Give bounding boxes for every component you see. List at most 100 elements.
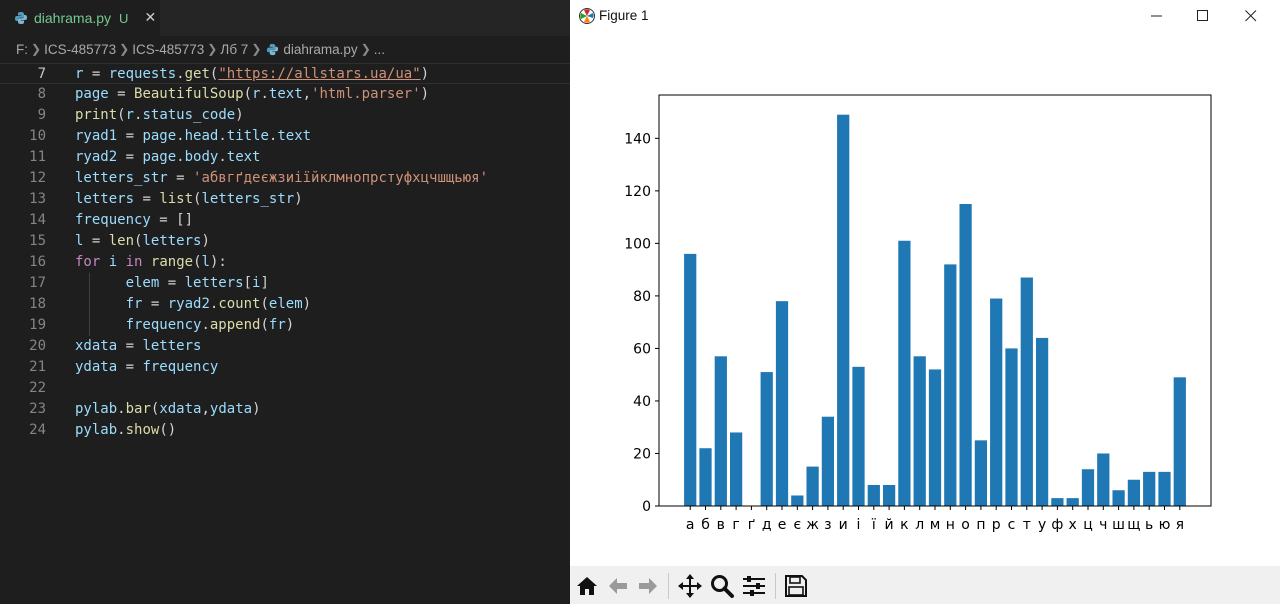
line-number: 15 bbox=[29, 233, 46, 249]
code-line[interactable]: 21 ydata = frequency bbox=[0, 357, 570, 378]
line-source: letters_str = 'абвгґдеєжзиіїйклмнопрстуф… bbox=[75, 168, 488, 189]
code-line[interactable]: 15 l = len(letters) bbox=[0, 231, 570, 252]
bar bbox=[1005, 348, 1018, 506]
breadcrumb-folder-3[interactable]: Лб 7 bbox=[220, 41, 249, 57]
code-line[interactable]: 16 for i in range(l): bbox=[0, 252, 570, 273]
code-line[interactable]: 24 pylab.show() bbox=[0, 420, 570, 441]
code-token: ( bbox=[260, 296, 269, 312]
code-line[interactable]: 13 letters = list(letters_str) bbox=[0, 189, 570, 210]
tab-close-icon[interactable]: ✕ bbox=[144, 10, 157, 26]
code-line[interactable]: 19 frequency.append(fr) bbox=[0, 315, 570, 336]
bar bbox=[1112, 490, 1125, 506]
code-line[interactable]: 22 bbox=[0, 378, 570, 399]
back-icon bbox=[609, 578, 627, 594]
line-number: 20 bbox=[29, 338, 46, 354]
code-token: ) bbox=[302, 296, 312, 312]
code-token: = bbox=[159, 275, 185, 291]
forward-button[interactable] bbox=[633, 571, 663, 601]
code-token: 'абвгґдеєжзиіїйклмнопрстуфхцчшщьюя' bbox=[193, 170, 489, 186]
pan-button[interactable] bbox=[675, 571, 705, 601]
code-line[interactable]: 8 page = BeautifulSoup(r.text,'html.parse… bbox=[0, 84, 570, 105]
chevron-right-icon: ❯ bbox=[251, 42, 262, 56]
code-line[interactable]: 23 pylab.bar(xdata,ydata) bbox=[0, 399, 570, 420]
bar bbox=[684, 253, 697, 506]
maximize-icon bbox=[1197, 10, 1208, 21]
x-tick-label: ґ bbox=[748, 517, 755, 533]
line-number: 13 bbox=[29, 191, 46, 207]
bar bbox=[882, 484, 896, 506]
bar bbox=[1143, 471, 1156, 506]
line-number: 24 bbox=[29, 422, 46, 438]
line-source: for i in range(l): bbox=[75, 252, 227, 273]
code-line[interactable]: 14 frequency = [] bbox=[0, 210, 570, 231]
code-token: . bbox=[117, 422, 126, 438]
configure-subplots-button[interactable] bbox=[739, 571, 769, 601]
code-line[interactable]: 18 fr = ryad2.count(elem) bbox=[0, 294, 570, 315]
breadcrumb-file[interactable]: diahrama.py bbox=[283, 41, 358, 57]
editor-tab-diahrama[interactable]: diahrama.py U ✕ bbox=[0, 0, 160, 36]
code-token: list bbox=[159, 191, 194, 207]
toolbar-separator bbox=[668, 573, 669, 599]
code-token: ] bbox=[260, 275, 269, 291]
x-tick-label: й bbox=[885, 517, 894, 533]
bar bbox=[928, 369, 942, 506]
x-tick-label: ц bbox=[1083, 517, 1093, 533]
save-button[interactable] bbox=[781, 571, 811, 601]
code-token: () bbox=[159, 422, 177, 438]
line-source: l = len(letters) bbox=[75, 231, 210, 252]
back-button[interactable] bbox=[603, 571, 633, 601]
forward-icon bbox=[639, 578, 657, 594]
line-source: letters = list(letters_str) bbox=[75, 189, 303, 210]
code-token: frequency bbox=[75, 212, 151, 228]
chevron-right-icon: ❯ bbox=[31, 42, 42, 56]
chevron-right-icon: ❯ bbox=[119, 42, 130, 56]
code-token: body bbox=[184, 149, 219, 165]
line-number: 17 bbox=[29, 275, 46, 291]
code-token: ) bbox=[294, 191, 303, 207]
code-token bbox=[75, 296, 126, 312]
line-source: ryad1 = page.head.title.text bbox=[75, 126, 311, 147]
window-titlebar[interactable]: Figure 1 bbox=[570, 0, 1280, 32]
code-token: show bbox=[125, 422, 160, 438]
code-line[interactable]: 11 ryad2 = page.body.text bbox=[0, 147, 570, 168]
breadcrumb-folder-1[interactable]: ICS-485773 bbox=[44, 41, 117, 57]
y-tick-label: 0 bbox=[642, 499, 651, 515]
code-token: , bbox=[302, 86, 312, 102]
zoom-button[interactable] bbox=[707, 571, 737, 601]
x-tick-label: ж bbox=[806, 517, 819, 533]
breadcrumb-folder-2[interactable]: ICS-485773 bbox=[132, 41, 205, 57]
code-token: page bbox=[75, 86, 109, 102]
code-line[interactable]: 7 r = requests.get("https://allstars.ua/u… bbox=[0, 63, 570, 84]
bar bbox=[791, 495, 804, 506]
code-token: r bbox=[75, 66, 84, 82]
bar bbox=[1020, 277, 1033, 506]
breadcrumb-symbols[interactable]: ... bbox=[373, 41, 386, 57]
code-line[interactable]: 17 elem = letters[i] bbox=[0, 273, 570, 294]
home-button[interactable] bbox=[572, 571, 602, 601]
x-tick-label: б bbox=[701, 517, 710, 533]
indent-guide bbox=[89, 273, 90, 294]
code-token: get bbox=[184, 66, 210, 82]
matplotlib-app-icon bbox=[579, 8, 595, 24]
zoom-icon bbox=[711, 575, 734, 598]
plot-canvas[interactable]: 0 20 40 60 80 100 120 140 а б в г ґ д е є ж з и і ї й к л м н о п р с… bbox=[570, 32, 1280, 566]
code-line[interactable]: 20 xdata = letters bbox=[0, 336, 570, 357]
python-file-icon bbox=[267, 43, 279, 55]
code-line[interactable]: 10 ryad1 = page.head.title.text bbox=[0, 126, 570, 147]
breadcrumb-drive[interactable]: F: bbox=[16, 41, 28, 57]
indent-guide bbox=[89, 315, 90, 336]
tab-modified-indicator: U bbox=[119, 10, 129, 26]
save-icon bbox=[785, 575, 807, 597]
close-button[interactable] bbox=[1228, 0, 1274, 32]
code-line[interactable]: 9 print(r.status_code) bbox=[0, 105, 570, 126]
line-source: frequency = [] bbox=[75, 210, 193, 231]
x-tick-label: з bbox=[824, 517, 831, 533]
line-source: ryad2 = page.body.text bbox=[75, 147, 260, 168]
minimize-button[interactable] bbox=[1134, 0, 1180, 32]
line-source: pylab.show() bbox=[75, 420, 176, 441]
code-line[interactable]: 12 letters_str = 'абвгґдеєжзиіїйклмнопрст… bbox=[0, 168, 570, 189]
code-token: l bbox=[75, 233, 84, 249]
maximize-button[interactable] bbox=[1180, 0, 1226, 32]
x-tick-label: т bbox=[1023, 517, 1031, 533]
